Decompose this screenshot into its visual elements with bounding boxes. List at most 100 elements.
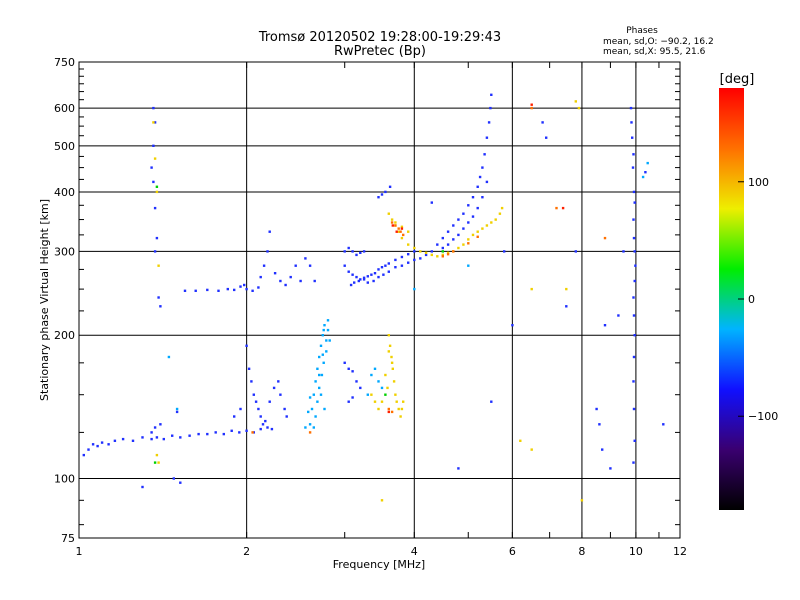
data-point: [264, 419, 267, 423]
data-point: [251, 431, 254, 434]
data-point: [96, 444, 99, 448]
data-point: [239, 285, 242, 288]
data-point: [268, 230, 271, 233]
data-point: [152, 121, 155, 124]
data-point: [471, 196, 475, 199]
data-point: [634, 264, 637, 267]
data-point: [446, 230, 450, 233]
data-point: [273, 272, 277, 275]
data-point: [230, 429, 233, 432]
data-point: [390, 221, 394, 224]
data-point: [157, 264, 160, 267]
grid: [79, 62, 680, 538]
data-point: [270, 427, 274, 431]
data-point: [257, 407, 260, 411]
data-point: [247, 367, 251, 370]
data-point: [402, 400, 405, 403]
data-point: [485, 180, 489, 184]
data-point: [633, 334, 636, 337]
data-point: [430, 253, 433, 257]
data-point: [307, 410, 310, 414]
data-point: [167, 355, 171, 359]
data-point: [541, 121, 544, 124]
data-point: [155, 185, 159, 188]
data-point: [366, 393, 369, 396]
data-point: [318, 373, 321, 377]
data-point: [152, 106, 155, 110]
data-point: [250, 380, 253, 383]
data-point: [530, 448, 533, 451]
data-point: [214, 431, 217, 434]
data-point: [355, 253, 358, 257]
data-point: [377, 380, 380, 383]
data-point: [441, 246, 444, 250]
phase-stats-o: mean, sd,O: −90.2, 16.2: [603, 37, 714, 47]
data-point: [391, 224, 394, 227]
data-point: [632, 380, 635, 383]
data-point: [511, 324, 514, 327]
data-point: [441, 250, 444, 253]
x-tick-label: 1: [76, 545, 83, 558]
data-point: [155, 453, 159, 457]
data-point: [359, 251, 362, 254]
data-point: [467, 204, 470, 207]
data-point: [452, 224, 455, 227]
data-point: [351, 396, 354, 399]
plot-frame: [78, 61, 681, 539]
data-point: [384, 393, 387, 396]
data-point: [481, 196, 484, 199]
phase-stats-heading: Phases: [626, 26, 658, 36]
data-point: [384, 373, 387, 377]
data-point: [308, 396, 312, 399]
data-point: [326, 319, 330, 322]
data-point: [152, 180, 155, 184]
data-point: [632, 355, 636, 359]
data-point: [476, 185, 479, 188]
data-point: [629, 106, 633, 110]
data-point: [395, 230, 398, 233]
data-point: [446, 243, 450, 246]
data-point: [467, 221, 470, 224]
data-point: [308, 264, 312, 267]
y-tick-label: 400: [54, 186, 75, 199]
data-point: [155, 436, 159, 439]
data-point: [631, 136, 634, 139]
data-point: [359, 386, 362, 390]
data-point: [632, 314, 636, 317]
data-point: [630, 121, 633, 124]
data-point: [259, 427, 262, 431]
data-point: [314, 380, 317, 383]
data-point: [323, 407, 326, 411]
data-point: [380, 266, 384, 269]
data-point: [153, 157, 157, 160]
data-point: [266, 250, 269, 253]
data-point: [321, 353, 324, 356]
data-point: [285, 415, 288, 418]
data-point: [545, 136, 548, 139]
data-point: [457, 218, 460, 221]
data-point: [171, 434, 174, 437]
data-point: [632, 236, 636, 240]
data-point: [481, 166, 484, 169]
data-point: [239, 407, 242, 411]
data-point: [343, 264, 346, 267]
data-point: [407, 243, 410, 246]
data-point: [413, 250, 416, 253]
data-point: [622, 250, 625, 253]
data-point: [380, 400, 384, 403]
data-point: [320, 373, 324, 377]
chart-subtitle: RwPretec (Bp): [334, 44, 426, 59]
data-point: [321, 334, 324, 337]
data-point: [400, 225, 404, 228]
data-point: [490, 400, 493, 403]
data-point: [175, 407, 179, 411]
data-point: [314, 415, 317, 418]
data-point: [159, 305, 162, 308]
y-tick-label: 600: [54, 102, 75, 115]
data-point: [372, 279, 375, 283]
data-point: [386, 386, 389, 390]
data-point: [279, 279, 282, 283]
x-tick-label: 12: [673, 545, 687, 558]
data-point: [121, 437, 125, 441]
